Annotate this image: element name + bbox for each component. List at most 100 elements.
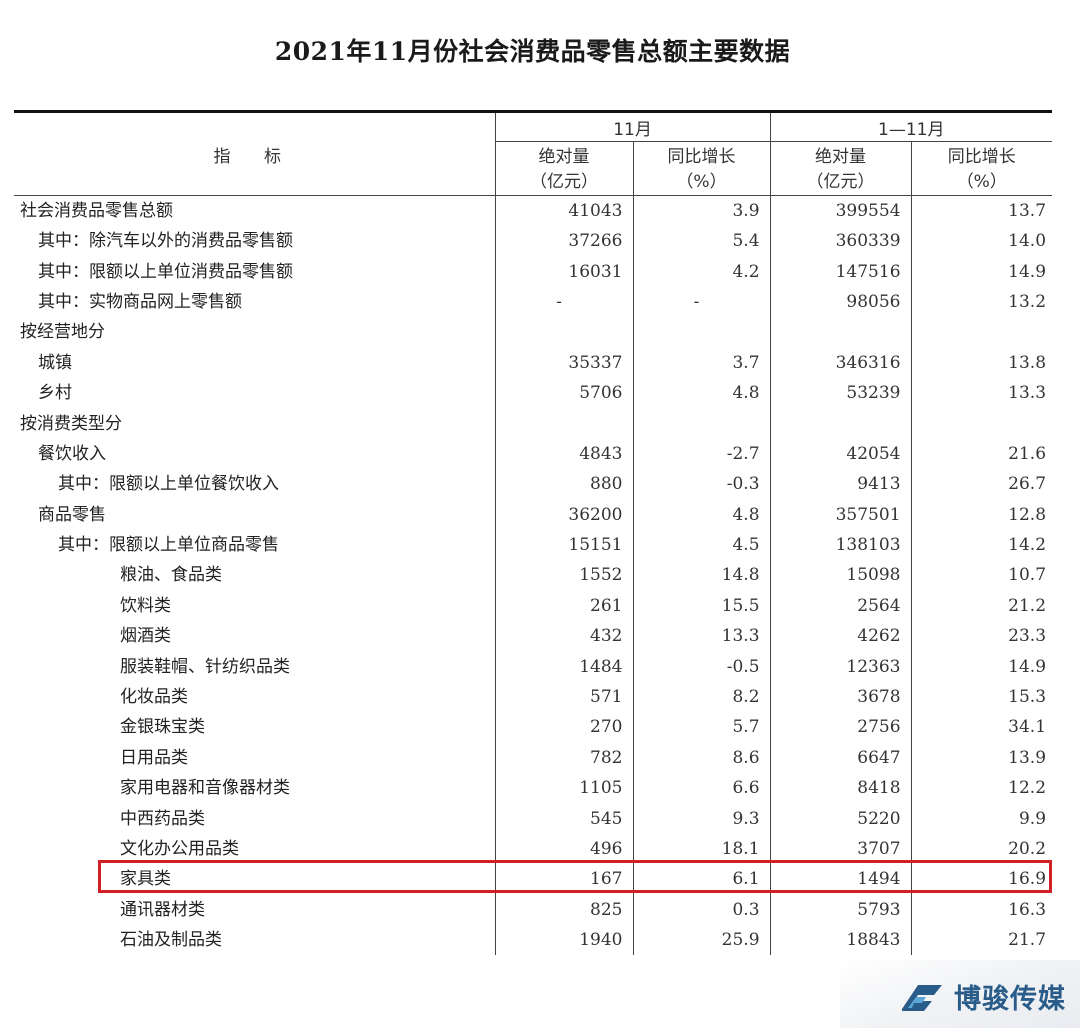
month-growth-cell: 8.6 (633, 742, 771, 774)
month-growth-cell: 25.9 (633, 924, 771, 956)
row-label: 家具类 (14, 864, 496, 895)
row-label: 化妆品类 (14, 681, 496, 713)
month-abs-cell: - (495, 286, 634, 318)
month-abs-cell: 37266 (495, 226, 634, 257)
row-label: 通讯器材类 (14, 894, 496, 925)
table-row-highlighted: 家具类 167 6.1 1494 16.9 (14, 864, 1052, 895)
table-row: 石油及制品类 1940 25.9 18843 21.7 (14, 924, 1052, 956)
month-growth-cell: 15.5 (633, 590, 771, 622)
header-month-abs: 绝对量 （亿元） (495, 141, 634, 196)
row-label: 饮料类 (14, 590, 496, 622)
ytd-growth-cell: 12.2 (1008, 778, 1047, 799)
header-month-growth: 同比增长 （%） (633, 141, 771, 196)
ytd-growth-cell: 16.3 (1008, 899, 1047, 920)
ytd-growth-cell: 12.8 (1008, 504, 1047, 525)
month-growth-cell: 14.8 (633, 560, 771, 591)
watermark-text: 博骏传媒 (954, 984, 1066, 1015)
month-abs-cell: 1552 (495, 560, 634, 591)
month-abs-cell: 15151 (495, 529, 634, 561)
row-label: 金银珠宝类 (14, 712, 496, 743)
month-abs-cell: 4843 (495, 438, 634, 470)
month-growth-cell: 5.4 (633, 226, 771, 257)
month-growth-cell: 6.6 (633, 773, 771, 804)
month-growth-cell: 6.1 (633, 864, 771, 895)
month-growth-cell: 4.5 (633, 529, 771, 561)
ytd-growth-cell: 14.0 (1008, 231, 1047, 252)
table-row: 服装鞋帽、针纺织品类 1484 -0.5 12363 14.9 (14, 651, 1052, 682)
ytd-growth-cell: 23.3 (1008, 626, 1047, 647)
table-row: 家用电器和音像器材类 1105 6.6 8418 12.2 (14, 773, 1052, 804)
table-row: 社会消费品零售总额 41043 3.9 399554 13.7 (14, 195, 1052, 226)
row-label: 商品零售 (14, 499, 496, 530)
table-row: 其中：除汽车以外的消费品零售额 37266 5.4 360339 14.0 (14, 226, 1052, 257)
header-ytd-abs: 绝对量 （亿元） (770, 141, 912, 196)
row-label: 其中：除汽车以外的消费品零售额 (14, 226, 496, 257)
month-abs-cell: 261 (495, 590, 634, 622)
ytd-growth-cell: 14.9 (1008, 656, 1047, 677)
row-label: 乡村 (14, 377, 496, 409)
row-label: 其中：限额以上单位商品零售 (14, 529, 496, 561)
month-growth-cell: 18.1 (633, 833, 771, 865)
ytd-abs-cell: 147516 (770, 256, 912, 287)
month-growth-cell: 9.3 (633, 803, 771, 834)
ytd-abs-cell: 2756 (770, 712, 912, 743)
month-abs-cell: 880 (495, 469, 634, 500)
table-row: 其中：限额以上单位消费品零售额 16031 4.2 147516 14.9 (14, 256, 1052, 287)
table-row: 化妆品类 571 8.2 3678 15.3 (14, 681, 1052, 713)
logo-mark-icon (902, 984, 942, 1011)
row-label: 其中：限额以上单位餐饮收入 (14, 469, 496, 500)
row-label: 日用品类 (14, 742, 496, 774)
ytd-abs-cell: 12363 (770, 651, 912, 682)
table-row: 城镇 35337 3.7 346316 13.8 (14, 347, 1052, 378)
watermark-band: 博骏传媒 (840, 960, 1080, 1028)
row-label: 按消费类型分 (14, 408, 496, 439)
month-abs-cell: 41043 (495, 195, 634, 226)
month-abs-cell: 545 (495, 803, 634, 834)
month-growth-cell: -0.3 (633, 469, 771, 500)
row-label: 其中：实物商品网上零售额 (14, 286, 496, 318)
ytd-growth-cell: 21.6 (1008, 443, 1047, 464)
table-row: 按经营地分 (14, 317, 1052, 348)
table-row: 商品零售 36200 4.8 357501 12.8 (14, 499, 1052, 530)
month-abs-cell (495, 317, 634, 348)
row-label: 粮油、食品类 (14, 560, 496, 591)
table-row: 其中：限额以上单位商品零售 15151 4.5 138103 14.2 (14, 529, 1052, 561)
month-abs-cell: 432 (495, 621, 634, 652)
row-label: 石油及制品类 (14, 924, 496, 956)
ytd-abs-cell: 5220 (770, 803, 912, 834)
ytd-abs-cell: 360339 (770, 226, 912, 257)
month-growth-cell: 8.2 (633, 681, 771, 713)
month-growth-cell: 4.8 (633, 499, 771, 530)
ytd-growth-cell: 14.2 (1008, 535, 1047, 556)
month-growth-cell: 3.9 (633, 195, 771, 226)
ytd-growth-cell: 26.7 (1008, 474, 1047, 495)
ytd-growth-cell: 13.2 (1008, 291, 1047, 312)
ytd-growth-cell (911, 408, 1052, 438)
data-table-container: 指 标 11月 1—11月 绝对量 （亿元） 同比增长 （%） 绝对量 （亿元）… (14, 110, 1053, 956)
ytd-abs-cell (770, 408, 912, 439)
ytd-growth-cell: 13.8 (1008, 352, 1047, 373)
ytd-growth-cell (911, 317, 1052, 347)
month-abs-cell: 167 (495, 864, 634, 895)
ytd-growth-cell: 14.9 (1008, 261, 1047, 282)
ytd-abs-cell: 6647 (770, 742, 912, 774)
ytd-abs-cell: 18843 (770, 924, 912, 956)
table-row: 乡村 5706 4.8 53239 13.3 (14, 377, 1052, 409)
ytd-abs-cell: 8418 (770, 773, 912, 804)
row-label: 按经营地分 (14, 317, 496, 348)
month-abs-cell: 496 (495, 833, 634, 865)
ytd-growth-cell: 16.9 (1008, 869, 1047, 890)
ytd-growth-cell: 20.2 (1008, 839, 1047, 859)
header-indicator: 指 标 (14, 110, 496, 196)
ytd-abs-cell: 399554 (770, 195, 912, 226)
table-row: 烟酒类 432 13.3 4262 23.3 (14, 621, 1052, 652)
header-ytd-growth: 同比增长 （%） (911, 141, 1053, 196)
row-label: 其中：限额以上单位消费品零售额 (14, 256, 496, 287)
watermark-logo: 博骏传媒 (898, 977, 1066, 1016)
row-label: 烟酒类 (14, 621, 496, 652)
header-period-ytd: 1—11月 (770, 110, 1053, 142)
table-body: 社会消费品零售总额 41043 3.9 399554 13.7 其中：除汽车以外的消费品零… (14, 195, 1052, 956)
month-growth-cell: 4.2 (633, 256, 771, 287)
month-growth-cell: -2.7 (633, 438, 771, 470)
ytd-abs-cell: 9413 (770, 469, 912, 500)
